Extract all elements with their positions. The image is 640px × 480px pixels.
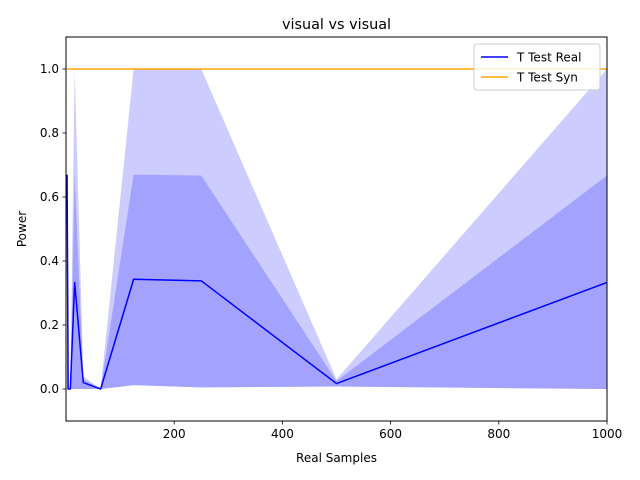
- x-tick-label: 600: [379, 427, 402, 441]
- y-tick-label: 0.6: [40, 190, 59, 204]
- y-tick-label: 0.8: [40, 126, 59, 140]
- x-tick-label: 200: [163, 427, 186, 441]
- y-tick-label: 0.0: [40, 382, 59, 396]
- x-tick-label: 1000: [592, 427, 623, 441]
- y-tick-label: 1.0: [40, 62, 59, 76]
- y-axis-label: Power: [15, 211, 29, 247]
- x-tick-label: 800: [487, 427, 510, 441]
- confidence-bands: [67, 69, 607, 389]
- legend-label-0: T Test Real: [516, 51, 581, 65]
- x-tick-label: 400: [271, 427, 294, 441]
- legend: T Test Real T Test Syn: [473, 43, 601, 91]
- plot-frame: [65, 36, 608, 422]
- legend-box: [473, 43, 601, 91]
- y-tick-label: 0.4: [40, 254, 59, 268]
- y-tick-label: 0.2: [40, 318, 59, 332]
- series-0-band-1: [67, 174, 607, 389]
- y-axis-ticks: 0.0 0.2 0.4 0.6 0.8 1.0: [40, 62, 66, 396]
- series-line-0: [66, 174, 607, 390]
- legend-label-1: T Test Syn: [516, 71, 578, 85]
- chart-title: visual vs visual: [282, 17, 391, 33]
- series-lines: [66, 68, 607, 390]
- x-axis-ticks: 200 400 600 800 1000: [163, 421, 623, 441]
- x-axis-label: Real Samples: [296, 451, 377, 465]
